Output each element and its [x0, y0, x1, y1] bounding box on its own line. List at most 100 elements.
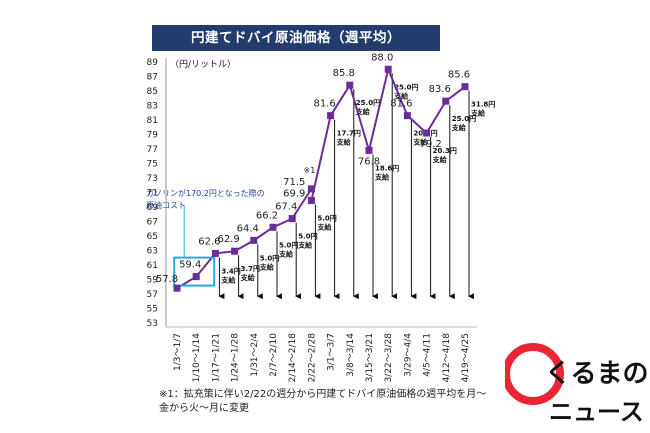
- y-tick-label: 53: [147, 319, 158, 329]
- y-tick-label: 57: [147, 290, 158, 300]
- data-label: 76.8: [358, 156, 380, 167]
- brand-logo: くるまの ニュース: [505, 343, 648, 426]
- subsidy-text-label: 支給: [278, 249, 294, 258]
- chart-title: 円建てドバイ原油価格（週平均）: [152, 25, 440, 51]
- y-tick-label: 71: [147, 189, 158, 199]
- subsidy-text-label: 支給: [259, 262, 275, 271]
- y-tick-label: 75: [147, 160, 158, 170]
- x-tick-label: 4/12～4/18: [442, 333, 452, 383]
- brand-logo-line2: ニュース: [549, 398, 644, 426]
- data-point: [346, 81, 354, 89]
- x-tick-label: 2/7～2/10: [269, 333, 279, 377]
- subsidy-text-label: 支給: [393, 91, 409, 100]
- subsidy-text-label: 支給: [297, 241, 313, 250]
- data-label: 83.6: [429, 84, 451, 95]
- y-tick-label: 73: [147, 174, 158, 184]
- x-tick-label: 4/19～4/25: [461, 333, 471, 382]
- data-label: 64.4: [237, 223, 259, 234]
- subsidy-text-label: 支給: [432, 155, 448, 164]
- data-point: [307, 196, 315, 204]
- data-label: 69.9: [283, 188, 305, 199]
- subsidy-text-label: 支給: [470, 109, 486, 118]
- y-tick-label: 59: [147, 276, 159, 286]
- subsidy-text-label: 支給: [451, 123, 467, 132]
- subsidy-amount-label: 17.7円: [337, 130, 361, 138]
- data-point: [365, 146, 373, 154]
- x-tick-label: 3/22～3/28: [384, 333, 394, 383]
- y-tick-label: 67: [147, 218, 158, 228]
- x-tick-label: 3/1～3/7: [327, 333, 337, 371]
- data-point: [307, 185, 315, 193]
- y-tick-label: 85: [147, 87, 158, 97]
- data-label: 81.6: [390, 99, 412, 110]
- subsidy-text-label: 支給: [240, 273, 256, 282]
- x-tick-label: 1/31～2/4: [250, 333, 260, 377]
- data-point: [461, 83, 469, 91]
- subsidy-amount-label: 5.0円: [279, 241, 298, 249]
- brand-logo-ring: [505, 343, 564, 405]
- data-point: [423, 129, 431, 137]
- subsidy-amount-label: 3.4円: [221, 267, 240, 275]
- data-label: 85.8: [333, 68, 355, 79]
- data-point: [269, 223, 277, 231]
- y-tick-label: 65: [147, 232, 158, 242]
- x-tick-label: 2/14～2/18: [288, 333, 298, 383]
- y-tick-label: 69: [147, 203, 159, 213]
- y-tick-label: 55: [147, 305, 158, 315]
- x-tick-label: 2/22～2/28: [307, 333, 317, 383]
- subsidy-amount-label: 18.6円: [375, 164, 399, 172]
- footnote: ※1：拡充策に伴い2/22の週分から円建てドバイ原油価格の週平均を月～金から火～…: [159, 389, 487, 414]
- data-point: [231, 247, 239, 255]
- data-point: [327, 112, 335, 120]
- subsidy-text-label: 支給: [316, 222, 332, 231]
- data-label: 88.0: [371, 52, 393, 63]
- data-point: [442, 97, 450, 105]
- subsidy-text-label: 支給: [355, 107, 371, 116]
- y-tick-label: 83: [147, 102, 158, 112]
- subsidy-amount-label: 20.3円: [433, 147, 457, 155]
- x-tick-label: 3/8～3/14: [346, 333, 356, 377]
- data-label: 59.4: [179, 260, 201, 271]
- x-tick-label: 4/5～4/11: [423, 333, 433, 377]
- subsidy-text-label: 支給: [412, 138, 428, 147]
- x-tick-label: 1/24～1/28: [231, 333, 241, 383]
- x-tick-label: 1/10～1/14: [192, 333, 202, 383]
- data-point: [211, 249, 219, 257]
- x-tick-label: 3/29～4/4: [403, 333, 413, 377]
- y-tick-label: 81: [147, 116, 158, 126]
- subsidy-amount-label: 25.0円: [356, 99, 380, 107]
- data-point: [250, 236, 258, 244]
- data-label: 79.2: [419, 139, 441, 150]
- data-label: 62.6: [198, 236, 220, 247]
- data-label: 67.4: [275, 202, 297, 213]
- y-axis-unit-label: （円/リットル）: [170, 60, 237, 70]
- data-label: 85.6: [448, 70, 470, 81]
- y-tick-label: 61: [147, 261, 158, 271]
- subsidy-amount-label: 5.0円: [260, 254, 279, 262]
- subsidy-amount-label: 5.0円: [298, 233, 317, 241]
- data-label: 62.9: [217, 234, 239, 245]
- data-label: 57.8: [156, 274, 178, 285]
- data-point: [403, 112, 411, 120]
- y-tick-label: 77: [147, 145, 158, 155]
- subsidy-amount-label: 5.0円: [317, 214, 336, 222]
- y-tick-label: 89: [147, 58, 159, 68]
- data-point: [384, 65, 392, 73]
- y-tick-label: 79: [147, 131, 159, 141]
- subsidy-amount-label: 25.0円: [394, 83, 418, 91]
- subsidy-amount-label: 25.0円: [452, 115, 476, 123]
- highlight-box: [173, 256, 216, 287]
- x-tick-label: 3/15～3/21: [365, 333, 375, 382]
- data-point: [173, 284, 181, 292]
- data-point: [288, 215, 296, 223]
- data-label: 66.2: [256, 210, 278, 221]
- split-marker: ※1: [304, 166, 316, 175]
- subsidy-text-label: 支給: [374, 172, 390, 181]
- x-tick-label: 1/3～1/7: [173, 333, 183, 371]
- y-tick-label: 63: [147, 247, 158, 257]
- subsidy-text-label: 支給: [336, 138, 352, 147]
- brand-logo-line1: くるまの: [545, 359, 648, 389]
- data-point: [192, 273, 200, 281]
- subsidy-text-label: 支給: [220, 275, 236, 284]
